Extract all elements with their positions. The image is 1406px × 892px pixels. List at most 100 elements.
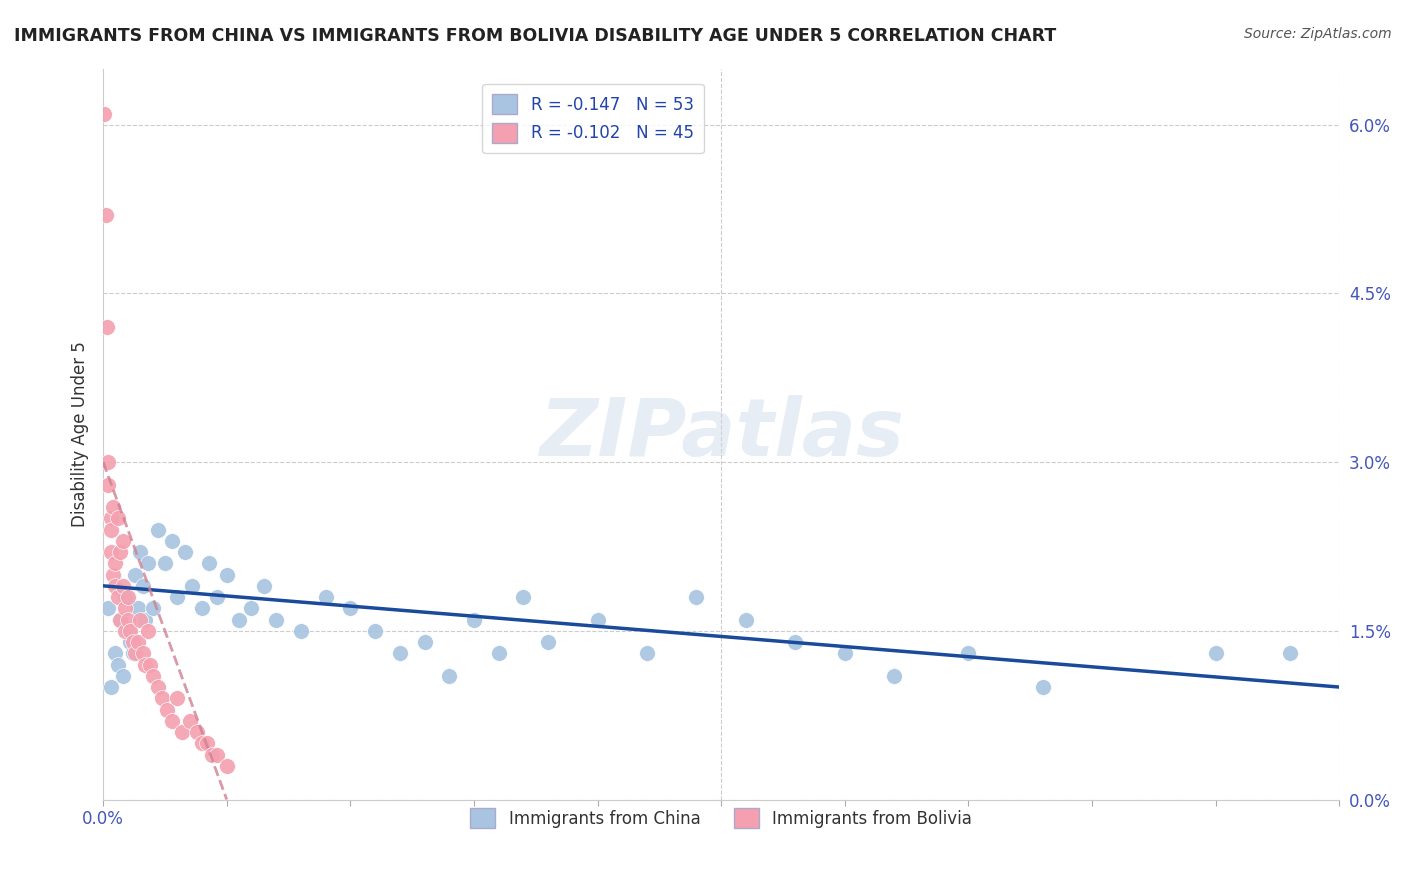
Point (488, 646, 510, 660)
Point (215, 759, 238, 773)
Point (136, 557, 159, 571)
Point (134, 657, 156, 672)
Point (315, 590, 337, 604)
Point (215, 567, 238, 582)
Point (101, 567, 124, 582)
Point (111, 579, 134, 593)
Point (685, 590, 707, 604)
Point (114, 624, 136, 638)
Point (152, 691, 174, 706)
Point (785, 635, 807, 649)
Point (735, 613, 758, 627)
Point (97, 477, 120, 491)
Point (104, 646, 127, 660)
Point (339, 601, 361, 615)
Point (97, 455, 120, 469)
Point (179, 714, 201, 728)
Point (94, 208, 117, 222)
Point (124, 646, 146, 660)
Point (166, 691, 188, 706)
Point (388, 646, 411, 660)
Point (146, 523, 169, 537)
Point (142, 669, 165, 683)
Point (512, 590, 534, 604)
Point (129, 613, 152, 627)
Point (93, 106, 115, 120)
Point (586, 613, 609, 627)
Point (195, 736, 218, 750)
Point (253, 579, 276, 593)
Point (883, 669, 905, 683)
Point (104, 579, 127, 593)
Point (100, 511, 122, 525)
Point (120, 624, 142, 638)
Point (110, 613, 132, 627)
Point (834, 646, 856, 660)
Point (114, 590, 136, 604)
Text: ZIPatlas: ZIPatlas (538, 395, 904, 473)
Y-axis label: Disability Age Under 5: Disability Age Under 5 (72, 341, 89, 527)
Point (107, 590, 129, 604)
Point (162, 714, 184, 728)
Point (264, 613, 287, 627)
Point (104, 557, 127, 571)
Point (127, 635, 149, 649)
Point (191, 736, 214, 750)
Point (121, 635, 143, 649)
Point (240, 601, 263, 615)
Point (290, 624, 312, 638)
Legend: Immigrants from China, Immigrants from Bolivia: Immigrants from China, Immigrants from B… (464, 801, 979, 835)
Point (114, 601, 136, 615)
Point (957, 646, 980, 660)
Point (107, 511, 129, 525)
Point (413, 635, 436, 649)
Point (166, 590, 188, 604)
Point (153, 557, 176, 571)
Point (173, 545, 195, 559)
Point (162, 533, 184, 548)
Point (1032, 680, 1054, 694)
Text: IMMIGRANTS FROM CHINA VS IMMIGRANTS FROM BOLIVIA DISABILITY AGE UNDER 5 CORRELAT: IMMIGRANTS FROM CHINA VS IMMIGRANTS FROM… (14, 27, 1056, 45)
Point (186, 725, 208, 739)
Point (156, 702, 179, 716)
Point (127, 601, 149, 615)
Point (205, 747, 228, 762)
Point (129, 545, 152, 559)
Point (1278, 646, 1301, 660)
Point (201, 747, 224, 762)
Point (463, 613, 485, 627)
Point (134, 613, 156, 627)
Point (139, 657, 162, 672)
Point (101, 500, 124, 515)
Point (100, 680, 122, 694)
Point (191, 601, 214, 615)
Point (1205, 646, 1227, 660)
Point (117, 624, 139, 638)
Point (205, 590, 228, 604)
Point (117, 613, 139, 627)
Text: Source: ZipAtlas.com: Source: ZipAtlas.com (1244, 27, 1392, 41)
Point (120, 635, 142, 649)
Point (439, 669, 461, 683)
Point (181, 579, 204, 593)
Point (364, 624, 387, 638)
Point (111, 533, 134, 548)
Point (100, 523, 122, 537)
Point (142, 601, 165, 615)
Point (131, 579, 153, 593)
Point (124, 567, 146, 582)
Point (110, 545, 132, 559)
Point (198, 557, 221, 571)
Point (117, 590, 139, 604)
Point (146, 680, 169, 694)
Point (111, 669, 134, 683)
Point (172, 725, 194, 739)
Point (107, 657, 129, 672)
Point (121, 646, 143, 660)
Point (110, 613, 132, 627)
Point (96, 320, 118, 334)
Point (131, 646, 153, 660)
Point (228, 613, 250, 627)
Point (537, 635, 560, 649)
Point (636, 646, 658, 660)
